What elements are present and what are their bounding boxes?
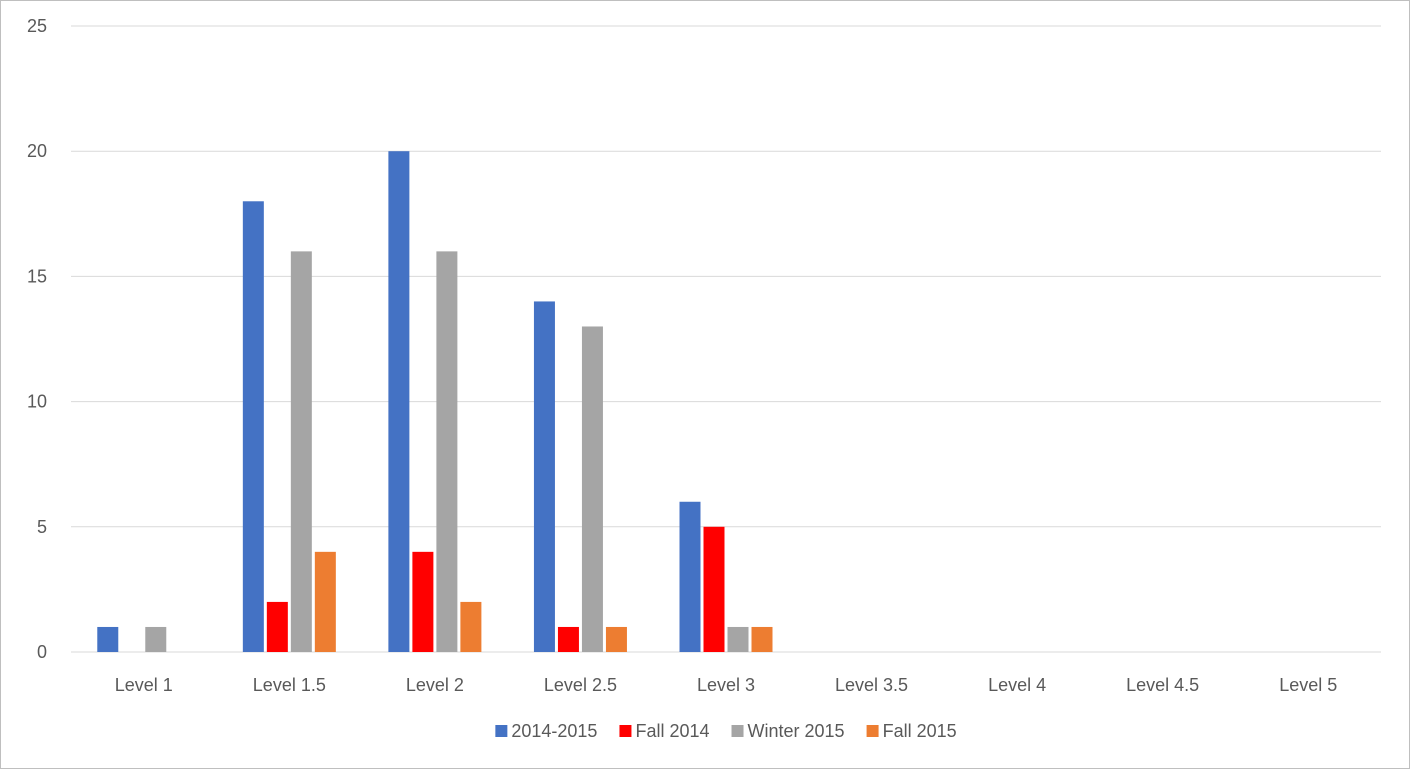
bar [290, 251, 312, 653]
x-tick-label: Level 4 [988, 675, 1046, 695]
bar [436, 251, 458, 653]
x-tick-label: Level 3.5 [835, 675, 908, 695]
x-tick-label: Level 2 [406, 675, 464, 695]
legend-label: Fall 2015 [883, 721, 957, 741]
bar [581, 326, 603, 652]
legend-swatch [619, 725, 632, 737]
x-axis-tick-labels: Level 1 Level 1.5 Level 2 Level 2.5 Level 3 L… [115, 675, 1337, 695]
x-tick-label: Level 1.5 [253, 675, 326, 695]
bar [533, 301, 555, 652]
bar [605, 626, 627, 652]
bar [412, 551, 434, 652]
legend-swatch [866, 725, 879, 737]
y-tick-label: 15 [27, 266, 47, 286]
bar [460, 601, 482, 652]
x-tick-label: Level 5 [1279, 675, 1337, 695]
x-tick-label: Level 2.5 [544, 675, 617, 695]
y-tick-label: 5 [37, 517, 47, 537]
y-axis-tick-labels: 0 5 10 15 20 25 [27, 16, 47, 662]
legend: 2014-2015 Fall 2014 Winter 2015 Fall 2015 [495, 721, 957, 741]
bar [679, 501, 701, 652]
x-tick-label: Level 4.5 [1126, 675, 1199, 695]
y-tick-label: 20 [27, 141, 47, 161]
x-tick-label: Level 1 [115, 675, 173, 695]
bar [388, 151, 410, 652]
legend-swatch [495, 725, 508, 737]
bar [703, 526, 725, 652]
bar [266, 601, 288, 652]
bar [314, 551, 336, 652]
gridlines [71, 25, 1381, 653]
y-tick-label: 0 [37, 642, 47, 662]
bar [751, 626, 773, 652]
bar [145, 626, 167, 652]
x-tick-label: Level 3 [697, 675, 755, 695]
y-tick-label: 10 [27, 392, 47, 412]
legend-label: 2014-2015 [511, 721, 597, 741]
bar [727, 626, 749, 652]
bars [97, 151, 773, 653]
bar [557, 626, 579, 652]
bar [97, 626, 119, 652]
legend-label: Winter 2015 [748, 721, 845, 741]
legend-label: Fall 2014 [635, 721, 709, 741]
bar [242, 201, 264, 652]
legend-swatch [731, 725, 744, 737]
y-tick-label: 25 [27, 16, 47, 36]
